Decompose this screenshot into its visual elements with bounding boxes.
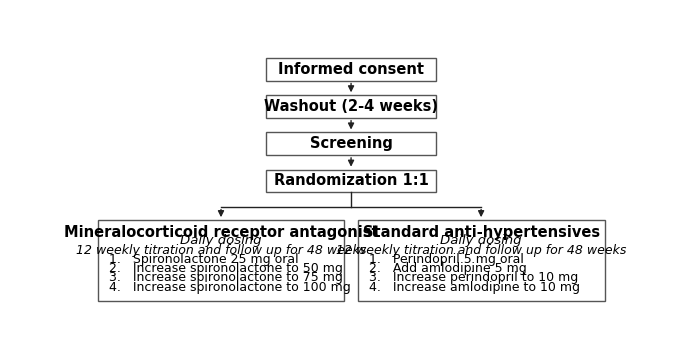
Text: 12 weekly titration and follow up for 48 weeks: 12 weekly titration and follow up for 48… xyxy=(76,244,366,256)
Text: 3.   Increase perindopril to 10 mg: 3. Increase perindopril to 10 mg xyxy=(369,272,579,284)
Text: Mineralocorticoid receptor antagonist: Mineralocorticoid receptor antagonist xyxy=(64,225,378,240)
Text: 1.   Perindopril 5 mg oral: 1. Perindopril 5 mg oral xyxy=(369,253,524,266)
FancyBboxPatch shape xyxy=(266,132,436,155)
Text: Washout (2-4 weeks): Washout (2-4 weeks) xyxy=(264,99,438,114)
Text: Randomization 1:1: Randomization 1:1 xyxy=(273,174,429,188)
Text: 12 weekly titration and follow up for 48 weeks: 12 weekly titration and follow up for 48… xyxy=(336,244,626,256)
FancyBboxPatch shape xyxy=(266,58,436,81)
Text: Daily dosing: Daily dosing xyxy=(440,234,522,247)
FancyBboxPatch shape xyxy=(358,220,605,301)
FancyBboxPatch shape xyxy=(97,220,345,301)
Text: 4.   Increase spironolactone to 100 mg: 4. Increase spironolactone to 100 mg xyxy=(109,280,351,294)
Text: 3.   Increase spironolactone to 75 mg: 3. Increase spironolactone to 75 mg xyxy=(109,272,343,284)
Text: 2.   Add amlodipine 5 mg: 2. Add amlodipine 5 mg xyxy=(369,262,527,275)
Text: Informed consent: Informed consent xyxy=(278,62,424,77)
FancyBboxPatch shape xyxy=(266,95,436,118)
Text: 2.   Increase spironolactone to 50 mg: 2. Increase spironolactone to 50 mg xyxy=(109,262,343,275)
Text: Standard anti-hypertensives: Standard anti-hypertensives xyxy=(362,225,599,240)
FancyBboxPatch shape xyxy=(266,170,436,192)
Text: 1.   Spironolactone 25 mg oral: 1. Spironolactone 25 mg oral xyxy=(109,253,299,266)
Text: 4.   Increase amlodipine to 10 mg: 4. Increase amlodipine to 10 mg xyxy=(369,280,580,294)
Text: Screening: Screening xyxy=(310,136,393,151)
Text: Daily dosing: Daily dosing xyxy=(180,234,262,247)
